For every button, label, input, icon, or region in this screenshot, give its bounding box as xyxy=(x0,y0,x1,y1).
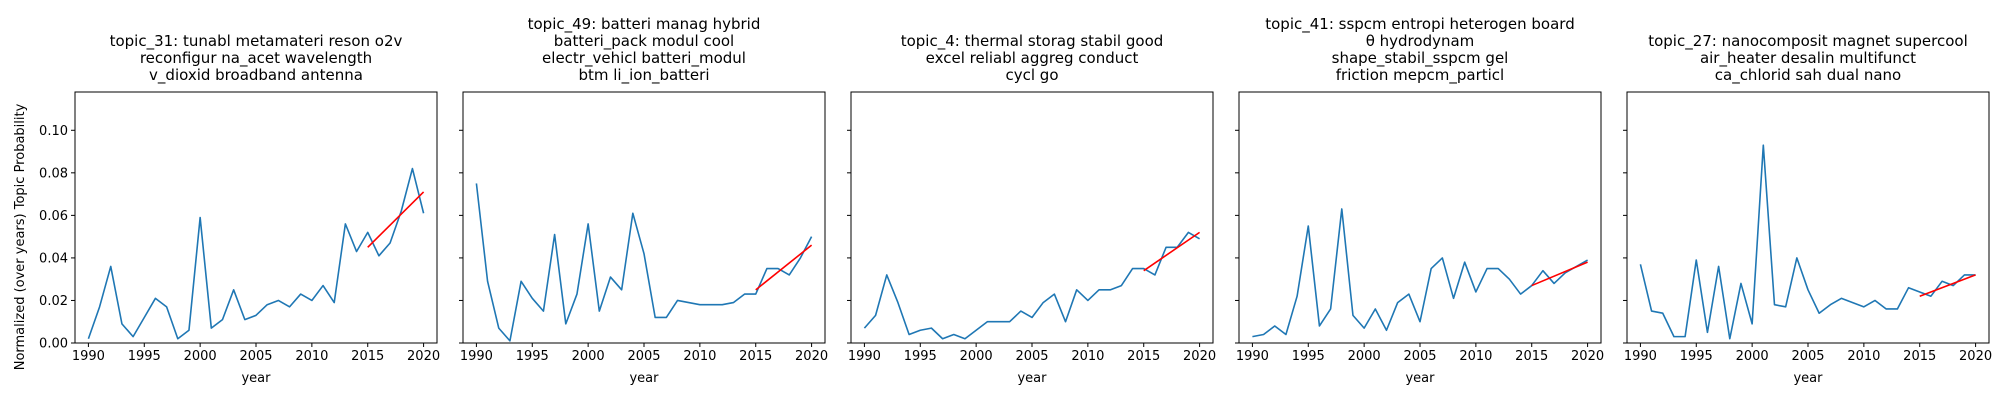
x-axis-label: year xyxy=(629,371,659,386)
x-tick-label: 1990 xyxy=(848,349,881,364)
topic-probability-line xyxy=(1639,144,1976,340)
topic-probability-line xyxy=(87,167,425,340)
subplot-1: topic_31: tunabl metamateri reson o2vrec… xyxy=(39,32,440,386)
subplot-title-line: topic_27: nanocomposit magnet supercool xyxy=(1648,32,1968,51)
y-tick-label: 0.02 xyxy=(39,294,68,309)
x-tick-label: 2005 xyxy=(627,349,660,364)
subplot-title-line: topic_49: batteri manag hybrid xyxy=(528,15,761,34)
x-tick-label: 1995 xyxy=(516,349,549,364)
x-axis-label: year xyxy=(1017,371,1047,386)
topic-probability-line xyxy=(475,183,813,342)
subplot-title-line: btm li_ion_batteri xyxy=(578,66,709,85)
subplot-grid: topic_31: tunabl metamateri reson o2vrec… xyxy=(39,15,1992,386)
x-tick-label: 2015 xyxy=(351,349,384,364)
x-tick-label: 2000 xyxy=(1348,349,1381,364)
subplot-5: topic_27: nanocomposit magnet supercoola… xyxy=(1623,32,1992,386)
x-tick-label: 2020 xyxy=(1959,349,1992,364)
subplot-title-line: cycl go xyxy=(1005,66,1058,84)
x-tick-label: 2015 xyxy=(739,349,772,364)
x-tick-label: 1990 xyxy=(1624,349,1657,364)
subplot-3: topic_4: thermal storag stabil goodexcel… xyxy=(847,32,1216,386)
x-tick-label: 2000 xyxy=(184,349,217,364)
trend-line xyxy=(1531,261,1588,287)
x-tick-label: 2000 xyxy=(1736,349,1769,364)
y-tick-label: 0.00 xyxy=(39,337,68,352)
x-tick-label: 2010 xyxy=(1459,349,1492,364)
x-tick-label: 2010 xyxy=(683,349,716,364)
subplot-title-line: topic_41: sspcm entropi heterogen board xyxy=(1265,15,1574,34)
subplot-4: topic_41: sspcm entropi heterogen boardθ… xyxy=(1235,15,1604,386)
subplot-title-line: friction mepcm_particl xyxy=(1336,66,1504,85)
subplot-title-line: θ hydrodynam xyxy=(1366,32,1475,50)
x-tick-label: 1995 xyxy=(128,349,161,364)
subplot-title-line: topic_4: thermal storag stabil good xyxy=(901,32,1164,51)
x-tick-label: 1990 xyxy=(460,349,493,364)
x-tick-label: 2010 xyxy=(1071,349,1104,364)
shared-y-axis-label: Normalized (over years) Topic Probabilit… xyxy=(13,103,28,370)
subplot-title-line: batteri_pack modul cool xyxy=(554,32,734,51)
subplot-title-line: reconfigur na_acet wavelength xyxy=(140,49,372,68)
x-tick-label: 2015 xyxy=(1515,349,1548,364)
x-tick-label: 2005 xyxy=(1403,349,1436,364)
trend-line xyxy=(1143,231,1201,272)
subplot-title-line: shape_stabil_sspcm gel xyxy=(1332,49,1509,68)
topic-probability-line xyxy=(863,231,1200,340)
x-tick-label: 2005 xyxy=(239,349,272,364)
x-tick-label: 2020 xyxy=(407,349,440,364)
x-tick-label: 2005 xyxy=(1015,349,1048,364)
subplot-title-line: v_dioxid broadband antenna xyxy=(149,66,363,85)
x-tick-label: 2015 xyxy=(1127,349,1160,364)
subplot-title-line: excel reliabl aggreg conduct xyxy=(926,49,1139,67)
x-tick-label: 1990 xyxy=(1236,349,1269,364)
x-tick-label: 1995 xyxy=(904,349,937,364)
x-tick-label: 2000 xyxy=(960,349,993,364)
x-tick-label: 2010 xyxy=(1847,349,1880,364)
x-tick-label: 1995 xyxy=(1680,349,1713,364)
subplot-title-line: topic_31: tunabl metamateri reson o2v xyxy=(110,32,403,51)
x-tick-label: 2015 xyxy=(1903,349,1936,364)
x-axis-label: year xyxy=(1793,371,1823,386)
x-tick-label: 1990 xyxy=(72,349,105,364)
trend-line xyxy=(1919,274,1976,297)
subplot-title-line: electr_vehicl batteri_modul xyxy=(542,49,746,68)
x-tick-label: 2005 xyxy=(1791,349,1824,364)
x-axis-label: year xyxy=(241,371,271,386)
trend-line xyxy=(755,244,813,291)
x-tick-label: 2000 xyxy=(572,349,605,364)
x-tick-label: 2020 xyxy=(1571,349,1604,364)
y-tick-label: 0.06 xyxy=(39,209,68,224)
x-tick-label: 2010 xyxy=(295,349,328,364)
x-tick-label: 1995 xyxy=(1292,349,1325,364)
subplot-title-line: ca_chlorid sah dual nano xyxy=(1715,66,1901,85)
y-tick-label: 0.10 xyxy=(39,124,68,139)
y-tick-label: 0.08 xyxy=(39,166,68,181)
trend-line xyxy=(367,191,425,248)
x-tick-label: 2020 xyxy=(795,349,828,364)
x-axis-label: year xyxy=(1405,371,1435,386)
subplot-title-line: air_heater desalin multifunct xyxy=(1700,49,1916,68)
y-tick-label: 0.04 xyxy=(39,251,68,266)
subplot-2: topic_49: batteri manag hybridbatteri_pa… xyxy=(459,15,828,386)
x-tick-label: 2020 xyxy=(1183,349,1216,364)
